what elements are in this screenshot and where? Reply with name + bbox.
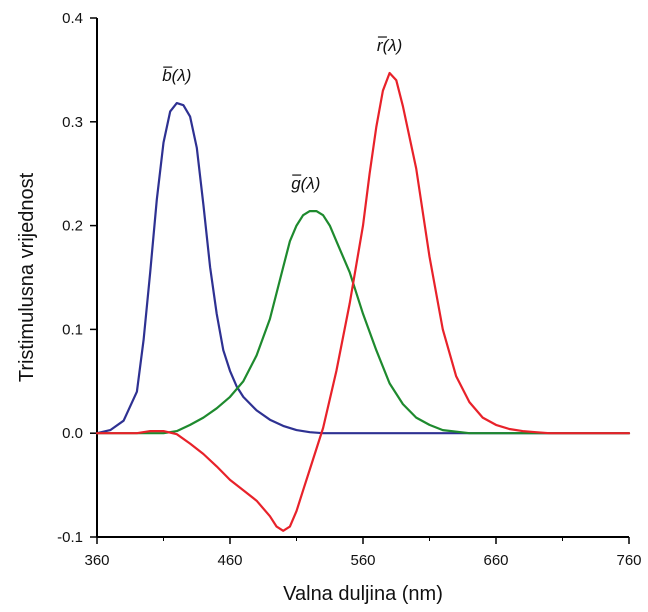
y-tick-label: -0.1 bbox=[57, 529, 83, 546]
curve-label: r(λ) bbox=[377, 36, 402, 55]
series-line-2 bbox=[95, 71, 631, 532]
y-tick-label: 0.2 bbox=[62, 218, 83, 235]
y-tick-label: 0.4 bbox=[62, 10, 83, 27]
y-tick-label: 0.1 bbox=[62, 321, 83, 338]
x-axis-title: Valna duljina (nm) bbox=[283, 583, 443, 605]
x-tick-label: 760 bbox=[616, 552, 641, 569]
curve-label: b(λ) bbox=[162, 66, 191, 85]
x-tick-label: 560 bbox=[350, 552, 375, 569]
x-tick-label: 360 bbox=[84, 552, 109, 569]
x-ticks: 360 460 560 660 760 bbox=[84, 537, 642, 569]
axes bbox=[96, 18, 629, 538]
y-axis-title: Tristimulusna vrijednost bbox=[16, 172, 38, 382]
series-line-0 bbox=[95, 101, 631, 435]
x-tick-label: 460 bbox=[217, 552, 242, 569]
series-line-1 bbox=[95, 210, 631, 435]
curve-labels: b(λ) g(λ) r(λ) bbox=[162, 36, 402, 193]
y-tick-label: 0.3 bbox=[62, 114, 83, 131]
y-ticks: -0.1 0.0 0.1 0.2 0.3 0.4 bbox=[57, 10, 97, 546]
series-layer bbox=[95, 71, 631, 532]
curve-label: g(λ) bbox=[291, 174, 320, 193]
x-tick-label: 660 bbox=[483, 552, 508, 569]
y-tick-label: 0.0 bbox=[62, 425, 83, 442]
